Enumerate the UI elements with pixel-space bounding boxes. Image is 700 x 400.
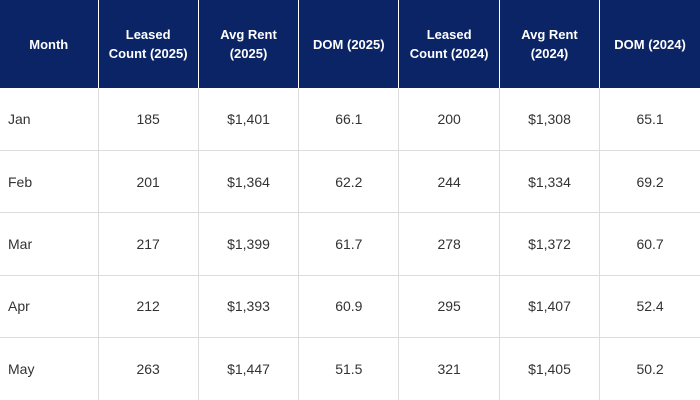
table-header: Month Leased Count (2025) Avg Rent (2025…: [0, 0, 700, 88]
avg-rent-2025-cell: $1,447: [198, 337, 300, 400]
header-dom-2024: DOM (2024): [599, 0, 700, 88]
avg-rent-2024-cell: $1,405: [499, 337, 601, 400]
header-row: Month Leased Count (2025) Avg Rent (2025…: [0, 0, 700, 88]
avg-rent-2025-cell: $1,399: [198, 212, 300, 276]
avg-rent-2024-cell: $1,334: [499, 150, 601, 214]
dom-2024-cell: 50.2: [636, 361, 664, 378]
leased-count-2025-cell: 201: [98, 150, 199, 214]
month-cell: Feb: [0, 150, 99, 214]
table-row: Apr 212 $1,393 60.9 295 $1,407 52.4: [0, 275, 700, 339]
leased-count-2024-cell: 244: [398, 150, 500, 214]
table-body: Jan 185 $1,401 66.1 200 $1,308 65.1 Feb …: [0, 88, 700, 400]
header-avg-rent-2024: Avg Rent (2024): [499, 0, 601, 88]
dom-2024-cell: 52.4: [599, 275, 700, 339]
dom-2024-cell: 60.7: [599, 212, 700, 276]
avg-rent-2025-cell: $1,393: [198, 275, 300, 339]
dom-2024-cell: 69.2: [599, 150, 700, 214]
avg-rent-2025-cell: $1,364: [198, 150, 300, 214]
header-dom-2025: DOM (2025): [298, 0, 400, 88]
table-row: Mar 217 $1,399 61.7 278 $1,372 60.7: [0, 212, 700, 276]
month-cell: Mar: [0, 212, 99, 276]
leased-count-2024-cell: 200: [398, 88, 500, 151]
leased-count-2025-cell: 217: [98, 212, 199, 276]
header-avg-rent-2025: Avg Rent (2025): [198, 0, 300, 88]
dom-2025-cell: 61.7: [298, 212, 400, 276]
month-cell: Jan: [0, 88, 99, 151]
header-month: Month: [0, 0, 99, 88]
leased-count-2025-cell: 263: [98, 337, 199, 400]
month-cell: May: [0, 337, 99, 400]
dom-2025-cell: 60.9: [298, 275, 400, 339]
avg-rent-2024-cell: $1,372: [499, 212, 601, 276]
leased-count-2024-cell: 321: [398, 337, 500, 400]
avg-rent-2024-cell: $1,407: [499, 275, 601, 339]
dom-2025-cell: 66.1: [298, 88, 400, 151]
dom-2025-cell: 62.2: [298, 150, 400, 214]
dom-2024-cell: 65.1: [599, 88, 700, 151]
table-row: May 263 $1,447 51.5 321 $1,405 50.2: [0, 337, 700, 400]
leased-count-2025-cell: 212: [98, 275, 199, 339]
table-row: Feb 201 $1,364 62.2 244 $1,334 69.2: [0, 150, 700, 214]
leased-count-2025-cell: 185: [98, 88, 199, 151]
avg-rent-2025-cell: $1,401: [198, 88, 300, 151]
dom-2025-cell: 51.5: [298, 337, 400, 400]
leased-count-2024-cell: 278: [398, 212, 500, 276]
table-row: Jan 185 $1,401 66.1 200 $1,308 65.1: [0, 88, 700, 151]
header-leased-count-2025: Leased Count (2025): [98, 0, 199, 88]
header-leased-count-2024: Leased Count (2024): [398, 0, 500, 88]
month-cell: Apr: [0, 275, 99, 339]
leased-count-2024-cell: 295: [398, 275, 500, 339]
avg-rent-2024-cell: $1,308: [499, 88, 601, 151]
